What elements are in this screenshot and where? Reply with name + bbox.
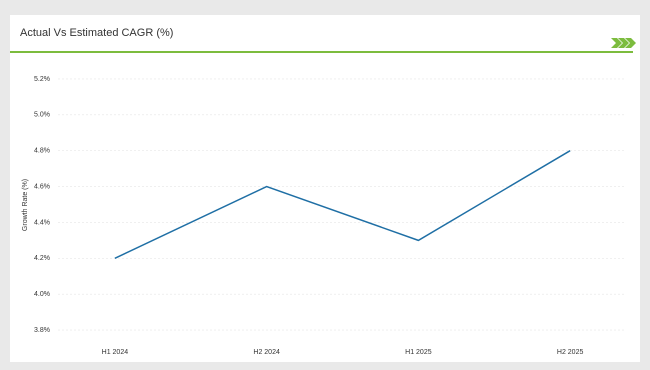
x-tick-label: H2 2024 xyxy=(253,349,280,356)
y-tick-label: 4.4% xyxy=(34,219,50,226)
y-tick-label: 5.2% xyxy=(34,76,50,83)
chart-title: Actual Vs Estimated CAGR (%) xyxy=(20,27,173,39)
x-tick-label: H1 2025 xyxy=(405,349,432,356)
header-rule xyxy=(10,51,633,53)
data-line xyxy=(114,150,571,259)
y-tick-label: 4.0% xyxy=(34,291,50,298)
y-tick-label: 4.6% xyxy=(34,183,50,190)
x-tick-label: H2 2025 xyxy=(557,349,584,356)
y-tick-label: 4.8% xyxy=(34,148,50,155)
y-tick-label: 5.0% xyxy=(34,112,50,119)
chevrons xyxy=(611,38,636,48)
card xyxy=(10,15,640,362)
x-tick-label: H1 2024 xyxy=(102,349,129,356)
y-tick-label: 3.8% xyxy=(34,327,50,334)
y-axis-label: Growth Rate (%) xyxy=(22,179,29,231)
y-tick-label: 4.2% xyxy=(34,255,50,262)
